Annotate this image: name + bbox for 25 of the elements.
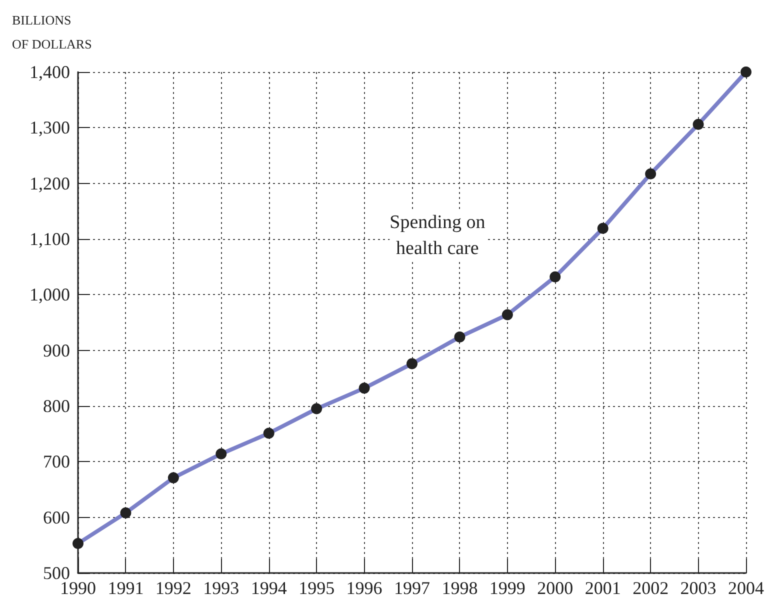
y-axis-title: BILLIONS OF DOLLARS	[12, 12, 92, 52]
x-tick-label: 1992	[155, 578, 192, 598]
y-tick-label: 1,000	[30, 284, 70, 305]
x-tick-label: 2004	[728, 578, 764, 598]
x-tick-label: 2000	[537, 578, 574, 598]
x-tick-label: 1995	[298, 578, 335, 598]
y-tick-label: 1,400	[30, 62, 70, 82]
x-tick-label: 1998	[442, 578, 478, 598]
y-tick-label: 1,300	[30, 118, 70, 138]
y-tick-label: 600	[43, 507, 70, 528]
x-tick-label: 1997	[394, 578, 430, 598]
x-tick-label: 1993	[203, 578, 240, 598]
x-tick-label: 2003	[680, 578, 716, 598]
x-tick-label: 2001	[584, 578, 621, 598]
text: Spending on health care	[390, 212, 486, 260]
x-tick-label: 1999	[489, 578, 526, 598]
x-tick-label: 1991	[108, 578, 144, 598]
y-tick-label: 700	[43, 452, 70, 472]
x-tick-label: 2002	[632, 578, 669, 598]
y-tick-label: 900	[43, 340, 70, 360]
y-tick-label: 1,100	[30, 229, 70, 249]
y-tick-label: 1,200	[30, 173, 70, 194]
x-tick-label: 1996	[346, 578, 382, 598]
x-tick-label: 1994	[250, 578, 287, 598]
y-tick-label: 800	[43, 396, 70, 416]
